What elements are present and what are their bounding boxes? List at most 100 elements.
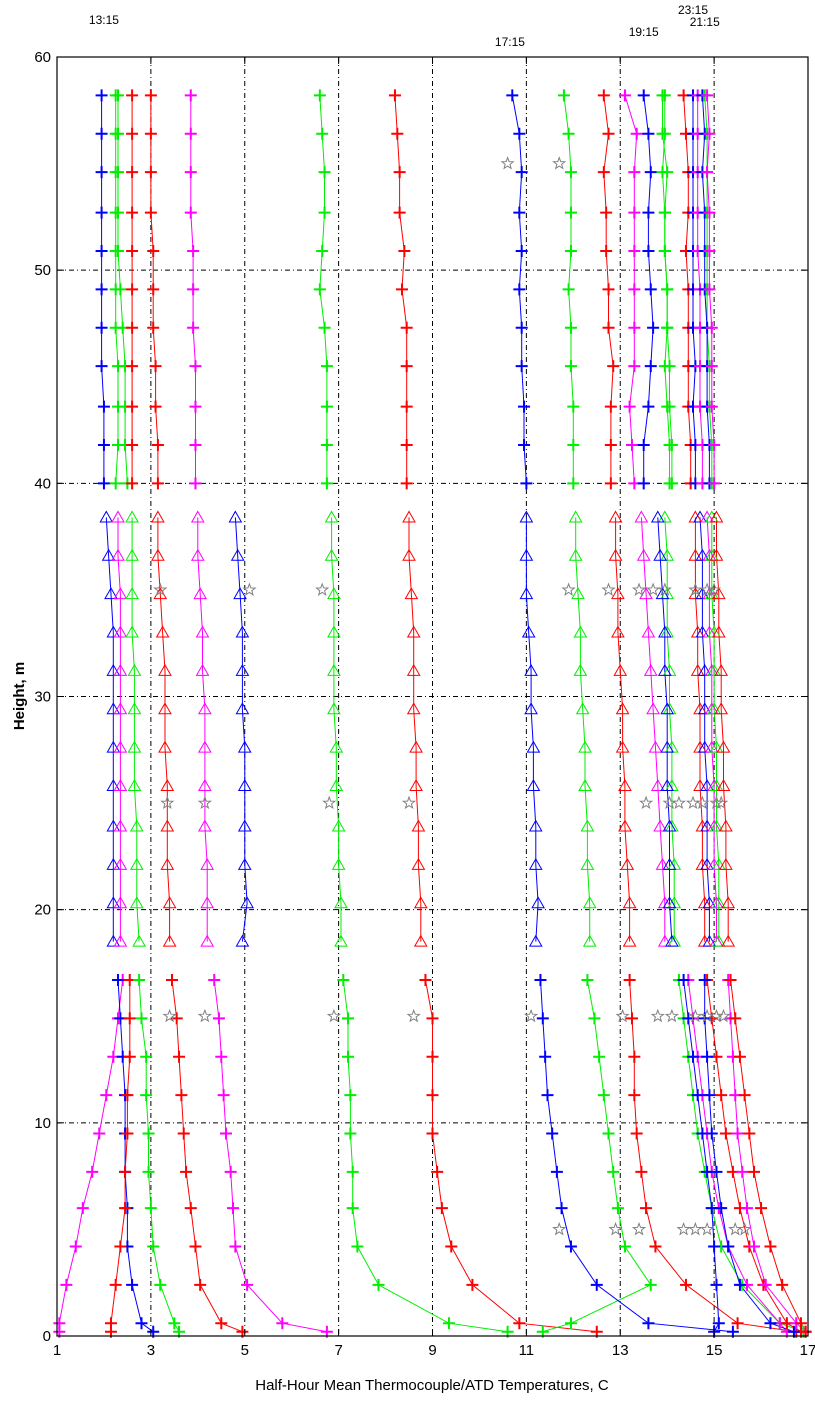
star-marker <box>716 1008 731 1023</box>
plus-marker <box>313 283 326 296</box>
plus-marker <box>133 974 146 987</box>
plus-marker <box>708 438 721 451</box>
triangle-marker <box>111 510 125 523</box>
series-line <box>342 979 508 1333</box>
triangle-marker <box>125 625 139 638</box>
series-line <box>58 979 124 1332</box>
triangle-marker <box>327 663 341 676</box>
triangle-marker <box>411 819 426 832</box>
plus-marker <box>515 360 528 373</box>
triangle-marker <box>125 510 139 523</box>
plus-marker <box>95 166 108 179</box>
plus-marker <box>759 1278 772 1291</box>
plus-marker <box>724 974 737 987</box>
triangle-marker <box>650 779 665 792</box>
plus-marker <box>661 321 674 334</box>
plus-marker <box>630 127 643 140</box>
plus-marker <box>112 438 125 451</box>
plus-marker <box>435 1202 448 1215</box>
plus-marker <box>623 974 636 987</box>
plus-marker <box>698 974 711 987</box>
plus-marker <box>135 1012 148 1025</box>
plus-marker <box>109 127 122 140</box>
triangle-marker <box>106 779 121 792</box>
triangle-marker <box>662 857 677 870</box>
plus-marker <box>794 1317 807 1330</box>
triangle-marker <box>237 819 252 832</box>
plus-marker <box>215 1050 228 1063</box>
triangle-marker <box>709 819 724 832</box>
triangle-marker <box>711 625 726 638</box>
plus-marker <box>701 1050 714 1063</box>
plus-marker <box>731 1317 744 1330</box>
triangle-marker <box>665 934 679 947</box>
triangle-marker <box>648 740 663 753</box>
plus-marker <box>625 1012 638 1025</box>
triangle-marker <box>125 587 139 600</box>
triangle-marker <box>660 548 675 561</box>
plus-marker <box>604 400 617 413</box>
plus-marker <box>602 127 615 140</box>
plus-marker <box>147 244 160 257</box>
series-line <box>525 517 539 942</box>
plus-marker <box>126 244 139 257</box>
time-label: 21:15 <box>690 15 720 29</box>
plus-marker <box>597 1089 610 1102</box>
plus-marker <box>705 400 718 413</box>
plus-marker <box>628 321 641 334</box>
plus-marker <box>342 1050 355 1063</box>
triangle-marker <box>113 625 128 638</box>
plus-marker <box>564 244 577 257</box>
star-marker <box>631 1221 647 1236</box>
triangle-marker <box>327 625 341 638</box>
triangle-marker <box>106 819 121 832</box>
triangle-marker <box>582 934 597 947</box>
plus-marker <box>393 206 406 219</box>
triangle-marker <box>524 702 538 715</box>
triangle-marker <box>526 779 541 792</box>
triangle-marker <box>324 510 339 523</box>
series-line <box>331 517 342 942</box>
triangle-marker <box>106 934 121 947</box>
triangle-marker <box>695 625 710 638</box>
plus-marker <box>177 1127 190 1140</box>
plus-marker <box>194 1278 207 1291</box>
triangle-marker <box>113 819 128 832</box>
plus-marker <box>112 360 125 373</box>
plus-marker <box>687 1050 700 1063</box>
plus-marker <box>597 166 610 179</box>
x-tick-label: 11 <box>519 1342 535 1359</box>
plus-marker <box>562 283 575 296</box>
plus-marker <box>344 1127 357 1140</box>
x-axis-title: Half-Hour Mean Thermocouple/ATD Temperat… <box>255 1377 609 1394</box>
plus-marker <box>649 1240 662 1253</box>
plus-marker <box>95 89 108 102</box>
triangle-marker <box>718 857 733 870</box>
triangle-marker <box>162 896 177 909</box>
plus-marker <box>733 1278 746 1291</box>
triangle-marker <box>693 510 707 523</box>
triangle-marker <box>411 857 426 870</box>
triangle-marker <box>129 896 144 909</box>
star-marker <box>695 795 710 810</box>
triangle-marker <box>233 587 247 600</box>
triangle-marker <box>575 702 590 715</box>
plus-marker <box>604 477 617 490</box>
plus-marker <box>764 1240 777 1253</box>
triangle-marker <box>113 857 128 870</box>
triangle-marker <box>104 587 118 600</box>
plus-marker <box>168 1317 181 1330</box>
plus-marker <box>224 1165 237 1178</box>
series-line <box>138 979 180 1332</box>
time-label: 23:15 <box>678 3 708 17</box>
plus-marker <box>184 166 197 179</box>
triangle-marker <box>406 663 421 676</box>
plus-marker <box>121 1127 134 1140</box>
triangle-marker <box>660 702 675 715</box>
triangle-marker <box>582 896 597 909</box>
triangle-marker <box>197 702 212 715</box>
plus-marker <box>217 1089 230 1102</box>
triangle-marker <box>132 934 147 947</box>
star-marker <box>615 1008 630 1023</box>
plus-marker <box>703 283 716 296</box>
